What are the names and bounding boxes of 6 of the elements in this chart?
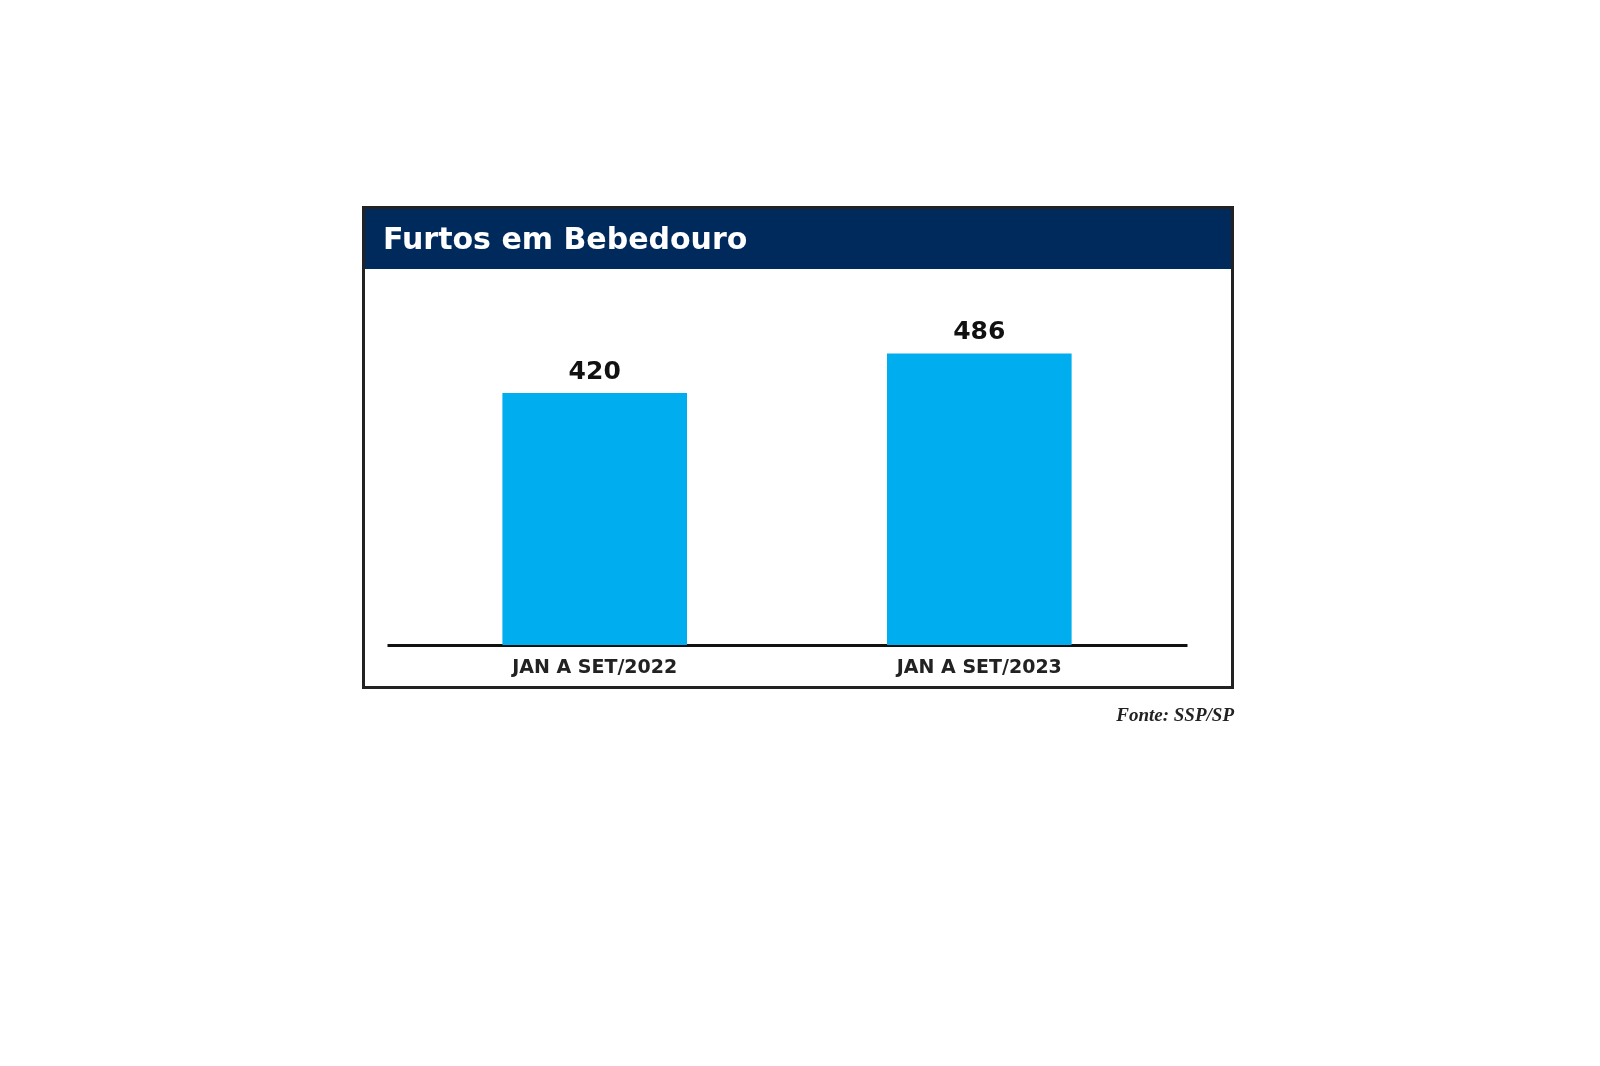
source-note: Fonte: SSP/SP [1115,704,1234,726]
x-tick-label: JAN A SET/2022 [510,654,678,677]
chart-title: Furtos em Bebedouro [365,209,1231,269]
x-tick-label: JAN A SET/2023 [894,654,1062,677]
data-label: 486 [953,316,1006,346]
data-label: 420 [568,356,621,385]
